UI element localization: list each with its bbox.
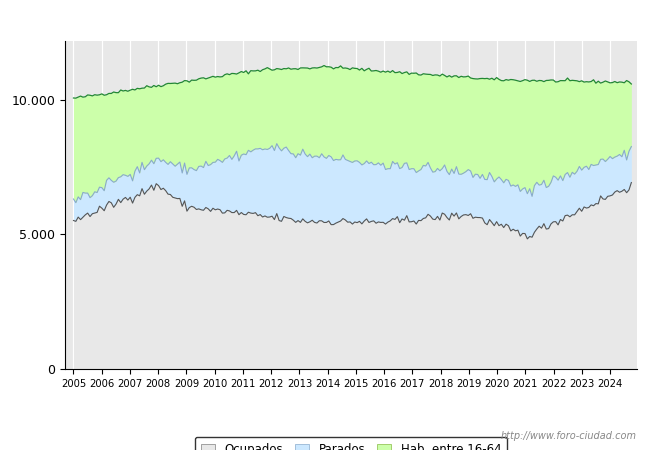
Text: http://www.foro-ciudad.com: http://www.foro-ciudad.com — [501, 431, 637, 441]
Text: Zafra - Evolucion de la poblacion en edad de Trabajar Septiembre de 2024: Zafra - Evolucion de la poblacion en eda… — [47, 13, 603, 26]
Legend: Ocupados, Parados, Hab. entre 16-64: Ocupados, Parados, Hab. entre 16-64 — [195, 437, 507, 450]
